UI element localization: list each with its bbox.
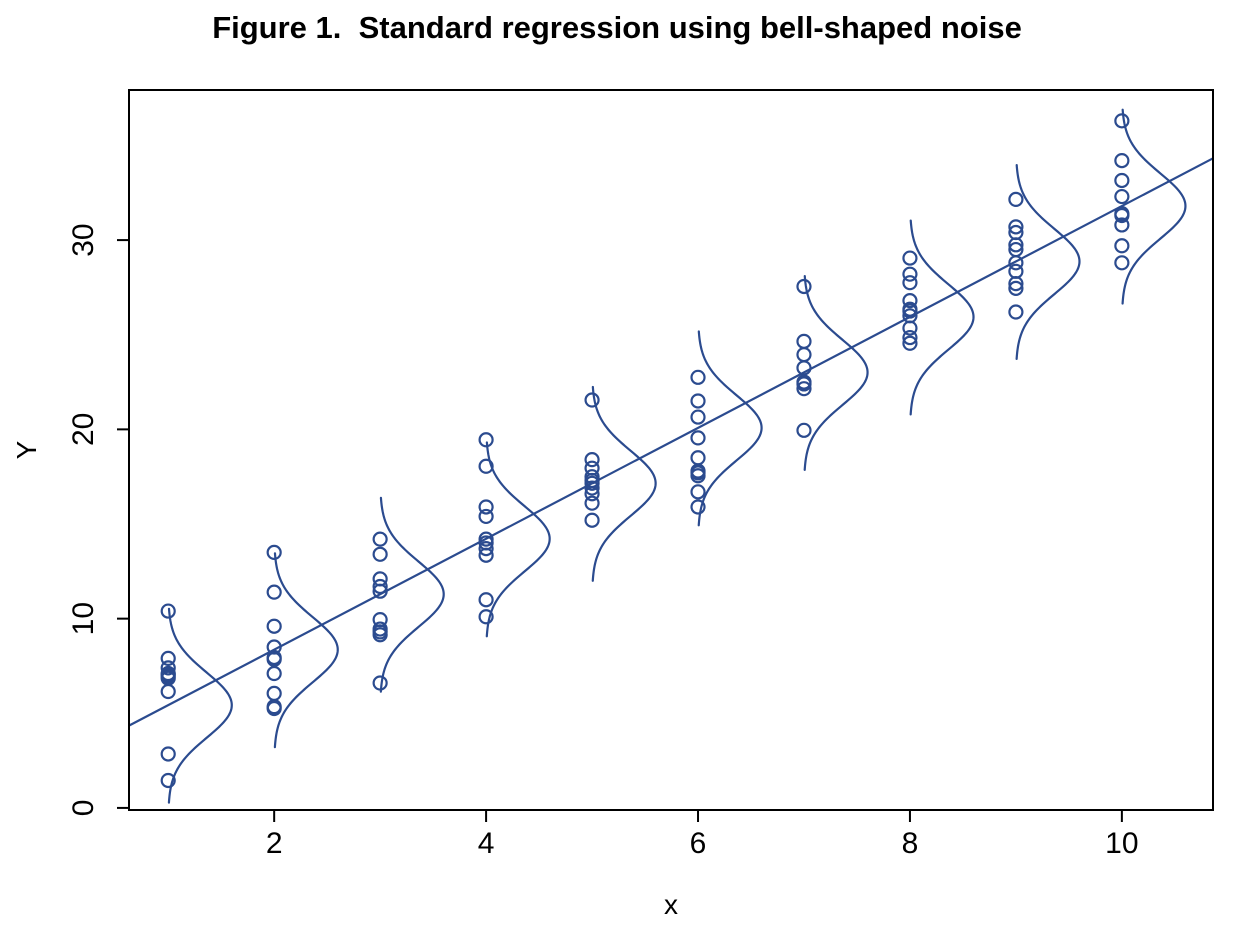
data-point — [1114, 255, 1130, 271]
data-point — [478, 432, 494, 448]
data-point — [1008, 191, 1024, 208]
data-point — [796, 376, 812, 392]
x-tick-label: 10 — [1105, 827, 1138, 860]
data-point — [690, 484, 706, 500]
bell-curve — [167, 607, 233, 804]
data-point — [690, 499, 706, 515]
data-point — [796, 347, 812, 363]
bell-curve — [273, 552, 339, 749]
y-tick-label: 10 — [67, 602, 100, 635]
chart-title: Figure 1. Standard regression using bell… — [212, 10, 1022, 45]
data-point — [902, 275, 918, 291]
data-point — [1008, 280, 1024, 296]
x-tick-label: 8 — [902, 827, 919, 860]
data-point — [902, 250, 918, 266]
bell-curve — [803, 274, 869, 471]
data-point — [160, 603, 176, 619]
data-point — [372, 546, 388, 562]
data-point — [160, 650, 176, 666]
data-point — [266, 700, 282, 717]
data-point — [478, 541, 494, 557]
data-point — [478, 609, 494, 625]
data-point — [266, 685, 282, 702]
data-point — [160, 746, 176, 762]
data-point — [478, 547, 494, 563]
bell-curve — [1015, 164, 1081, 361]
data-point — [160, 683, 176, 700]
data-point — [478, 458, 494, 474]
data-point — [796, 333, 812, 349]
data-point — [584, 475, 600, 491]
data-point — [584, 480, 600, 496]
data-point — [690, 450, 706, 466]
bell-curve — [697, 330, 763, 527]
data-point — [690, 369, 706, 385]
regression-line — [128, 157, 1214, 727]
data-point — [1114, 188, 1130, 205]
data-point — [690, 468, 706, 484]
data-point — [1008, 263, 1024, 279]
data-point — [902, 303, 918, 319]
data-point — [902, 320, 918, 336]
bell-curve — [379, 496, 445, 693]
data-point — [796, 278, 812, 295]
data-point — [160, 772, 176, 789]
bell-curve — [485, 441, 551, 638]
data-point — [372, 531, 388, 547]
data-point — [1114, 207, 1130, 224]
data-point — [478, 499, 494, 515]
y-axis-label: Y — [11, 440, 42, 459]
data-point — [690, 430, 706, 446]
data-point — [372, 675, 388, 691]
data-point — [584, 512, 600, 528]
bell-curve — [591, 385, 657, 582]
data-point — [796, 422, 812, 438]
data-point — [1008, 276, 1024, 292]
data-point — [372, 627, 388, 643]
data-point — [1008, 237, 1024, 253]
data-point — [796, 381, 812, 397]
plot-frame — [128, 89, 1214, 811]
data-point — [1008, 219, 1024, 235]
data-point — [372, 578, 388, 595]
data-point — [584, 392, 600, 408]
data-point — [690, 409, 706, 425]
data-point — [266, 544, 282, 560]
data-point — [1008, 255, 1024, 271]
data-point — [1114, 238, 1130, 254]
data-point — [266, 665, 282, 682]
bell-curve — [909, 219, 975, 416]
x-tick-label: 4 — [478, 827, 495, 860]
data-point — [1114, 152, 1130, 169]
data-point — [1114, 217, 1130, 233]
data-point — [478, 592, 494, 608]
data-point — [584, 495, 600, 511]
x-axis-label: x — [664, 889, 678, 920]
data-point — [584, 486, 600, 502]
data-point — [796, 360, 812, 376]
x-tick-label: 6 — [690, 827, 707, 860]
y-tick-label: 0 — [67, 800, 100, 817]
data-point — [584, 452, 600, 468]
data-point — [266, 651, 282, 667]
data-point — [266, 584, 282, 600]
data-point — [160, 660, 176, 676]
data-point — [372, 583, 388, 599]
data-point — [902, 335, 918, 351]
data-point — [902, 293, 918, 309]
x-tick-label: 2 — [266, 827, 283, 860]
y-tick-label: 20 — [67, 413, 100, 446]
y-tick-label: 30 — [67, 223, 100, 256]
data-point — [478, 508, 494, 525]
bell-curve — [1121, 108, 1187, 305]
data-point — [1008, 304, 1024, 320]
data-point — [1114, 113, 1130, 129]
data-point — [266, 618, 282, 634]
data-point — [902, 329, 918, 346]
data-point — [1114, 172, 1130, 189]
data-point — [902, 266, 918, 282]
data-point — [690, 393, 706, 409]
